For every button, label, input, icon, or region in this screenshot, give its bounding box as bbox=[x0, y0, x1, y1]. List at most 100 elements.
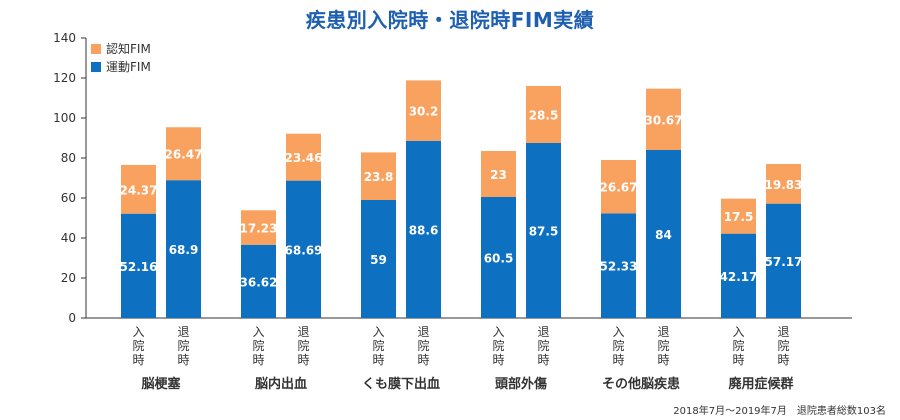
y-tick-label: 40 bbox=[61, 231, 76, 245]
bar-cognitive-fim bbox=[361, 152, 396, 200]
x-bar-label: 院 bbox=[417, 339, 429, 353]
x-bar-label: 院 bbox=[777, 339, 789, 353]
y-tick-label: 0 bbox=[68, 311, 76, 325]
x-group-label: 脳内出血 bbox=[255, 376, 307, 392]
x-bar-label: 時 bbox=[372, 353, 384, 367]
data-label-cognitive: 26.47 bbox=[165, 148, 203, 162]
bar-motor-fim bbox=[406, 140, 441, 318]
x-bar-label: 入 bbox=[132, 325, 144, 339]
bar-cognitive-fim bbox=[121, 164, 156, 214]
bar-cognitive-fim bbox=[646, 88, 681, 150]
y-tick-label: 60 bbox=[61, 191, 76, 205]
data-label-cognitive: 30.2 bbox=[409, 105, 439, 119]
x-group-label: その他脳疾患 bbox=[602, 376, 680, 392]
x-group-label: 頭部外傷 bbox=[495, 376, 547, 392]
x-bar-label: 時 bbox=[297, 353, 309, 367]
legend: 認知FIM 運動FIM bbox=[91, 40, 151, 76]
y-tick-label: 80 bbox=[61, 151, 76, 165]
data-label-motor: 42.17 bbox=[720, 270, 758, 284]
legend-swatch-motor bbox=[91, 62, 101, 72]
y-tick-label: 100 bbox=[53, 111, 76, 125]
x-bar-label: 入 bbox=[612, 325, 624, 339]
x-bar-label: 時 bbox=[492, 353, 504, 367]
bar-motor-fim bbox=[121, 213, 156, 318]
bar-motor-fim bbox=[286, 180, 321, 318]
x-bar-label: 時 bbox=[252, 353, 264, 367]
y-tick-label: 20 bbox=[61, 271, 76, 285]
bar-motor-fim bbox=[766, 203, 801, 318]
x-bar-label: 時 bbox=[732, 353, 744, 367]
data-label-cognitive: 23 bbox=[490, 168, 507, 182]
legend-label-motor: 運動FIM bbox=[106, 60, 151, 74]
data-label-motor: 52.16 bbox=[120, 260, 158, 274]
x-bar-label: 入 bbox=[732, 325, 744, 339]
x-bar-label: 退 bbox=[657, 325, 669, 339]
data-label-motor: 84 bbox=[655, 228, 672, 242]
bar-cognitive-fim bbox=[721, 198, 756, 234]
x-bar-label: 時 bbox=[612, 353, 624, 367]
bar-cognitive-fim bbox=[241, 210, 276, 245]
x-bar-label: 退 bbox=[297, 325, 309, 339]
data-label-motor: 36.62 bbox=[240, 275, 278, 289]
bar-motor-fim bbox=[601, 213, 636, 318]
bar-cognitive-fim bbox=[286, 133, 321, 181]
bar-motor-fim bbox=[166, 180, 201, 318]
x-bar-label: 退 bbox=[417, 325, 429, 339]
x-bar-label: 入 bbox=[252, 325, 264, 339]
x-bar-label: 院 bbox=[177, 339, 189, 353]
data-label-motor: 68.9 bbox=[169, 243, 199, 257]
chart-title: 疾患別入院時・退院時FIM実績 bbox=[305, 8, 595, 32]
bar-cognitive-fim bbox=[601, 160, 636, 214]
bar-motor-fim bbox=[481, 197, 516, 318]
bar-motor-fim bbox=[361, 200, 396, 318]
x-bar-label: 時 bbox=[777, 353, 789, 367]
x-bar-label: 退 bbox=[177, 325, 189, 339]
data-label-cognitive: 24.37 bbox=[120, 183, 158, 197]
x-bar-label: 退 bbox=[537, 325, 549, 339]
x-group-label: 廃用症候群 bbox=[727, 376, 793, 392]
bar-cognitive-fim bbox=[481, 151, 516, 197]
x-bar-label: 院 bbox=[372, 339, 384, 353]
data-label-cognitive: 30.67 bbox=[645, 113, 683, 127]
data-label-motor: 57.17 bbox=[765, 255, 803, 269]
data-label-motor: 87.5 bbox=[529, 225, 559, 239]
x-bar-label: 退 bbox=[777, 325, 789, 339]
x-bar-label: 時 bbox=[417, 353, 429, 367]
x-bar-label: 時 bbox=[537, 353, 549, 367]
data-label-motor: 60.5 bbox=[484, 252, 514, 266]
bar-motor-fim bbox=[721, 233, 756, 318]
x-bar-label: 院 bbox=[657, 339, 669, 353]
bar-cognitive-fim bbox=[526, 86, 561, 143]
x-bar-label: 院 bbox=[537, 339, 549, 353]
bar-cognitive-fim bbox=[406, 80, 441, 141]
x-bar-label: 入 bbox=[492, 325, 504, 339]
data-label-motor: 88.6 bbox=[409, 223, 439, 237]
data-label-motor: 52.33 bbox=[600, 260, 638, 274]
data-label-motor: 59 bbox=[370, 253, 387, 267]
data-label-motor: 68.69 bbox=[285, 243, 323, 257]
footnote: 2018年7月〜2019年7月 退院患者総数103名 bbox=[673, 406, 886, 417]
x-bar-label: 時 bbox=[657, 353, 669, 367]
x-bar-label: 院 bbox=[612, 339, 624, 353]
y-tick-label: 120 bbox=[53, 71, 76, 85]
x-group-label: 脳梗塞 bbox=[141, 376, 181, 392]
bar-motor-fim bbox=[241, 244, 276, 318]
x-bar-label: 入 bbox=[372, 325, 384, 339]
legend-item-motor: 運動FIM bbox=[91, 58, 151, 76]
x-bar-label: 時 bbox=[132, 353, 144, 367]
bar-motor-fim bbox=[646, 150, 681, 318]
data-label-cognitive: 17.23 bbox=[240, 222, 278, 236]
bar-cognitive-fim bbox=[166, 127, 201, 181]
data-label-cognitive: 19.83 bbox=[765, 178, 803, 192]
x-bar-label: 院 bbox=[252, 339, 264, 353]
bar-motor-fim bbox=[526, 143, 561, 318]
data-label-cognitive: 23.46 bbox=[285, 151, 323, 165]
x-bar-label: 院 bbox=[492, 339, 504, 353]
legend-label-cognitive: 認知FIM bbox=[106, 42, 151, 56]
x-group-label: くも膜下出血 bbox=[362, 376, 440, 392]
x-bar-label: 院 bbox=[297, 339, 309, 353]
bar-cognitive-fim bbox=[766, 164, 801, 204]
data-label-cognitive: 28.5 bbox=[529, 109, 559, 123]
data-label-cognitive: 26.67 bbox=[600, 181, 638, 195]
